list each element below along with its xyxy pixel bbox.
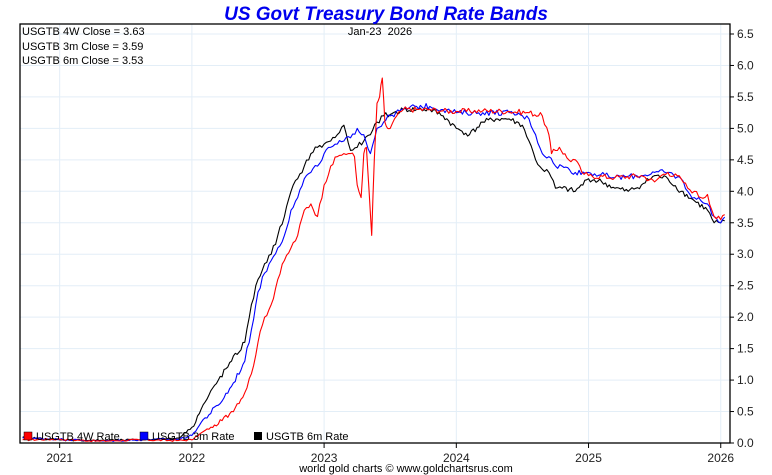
close-6m: USGTB 6m Close = 3.53 xyxy=(22,55,143,67)
chart-title: US Govt Treasury Bond Rate Bands xyxy=(224,4,548,25)
legend-item-6m: USGTB 6m Rate xyxy=(254,431,349,443)
legend-item-3m: USGTB 3m Rate xyxy=(139,431,235,443)
grid xyxy=(20,24,730,443)
y-tick-label: 5.5 xyxy=(737,90,754,104)
y-tick-label: 4.0 xyxy=(737,184,754,198)
legend-swatch-4w xyxy=(23,431,33,441)
date-label: Jan-23 2026 xyxy=(348,26,412,38)
y-tick-label: 1.0 xyxy=(737,373,754,387)
y-tick-label: 1.5 xyxy=(737,342,754,356)
legend-label-6m: USGTB 6m Rate xyxy=(266,431,349,443)
series-lines xyxy=(22,77,726,443)
y-tick-label: 6.0 xyxy=(737,58,754,72)
x-tick-label: 2022 xyxy=(179,451,206,465)
usgtb-6m-rate-line xyxy=(22,107,725,442)
usgtb-3m-rate-line xyxy=(22,103,726,442)
y-tick-label: 2.0 xyxy=(737,310,754,324)
usgtb-4w-rate-line xyxy=(22,77,725,443)
legend: USGTB 4W Rate USGTB 3m Rate USGTB 6m Rat… xyxy=(23,431,349,443)
y-tick-label: 0.0 xyxy=(737,436,754,450)
y-axis: 0.0 0.5 1.0 1.5 2.0 2.5 3.0 3.5 4.0 4.5 5.0 5.5 6.0 6… xyxy=(730,27,754,450)
credit-text: world gold charts © www.goldchartsrus.co… xyxy=(298,463,513,475)
x-tick-label: 2023 xyxy=(311,451,338,465)
legend-swatch-6m xyxy=(254,432,262,440)
close-4w: USGTB 4W Close = 3.63 xyxy=(22,26,145,38)
y-tick-label: 3.0 xyxy=(737,247,754,261)
legend-label-3m: USGTB 3m Rate xyxy=(152,431,235,443)
y-tick-label: 0.5 xyxy=(737,405,754,419)
plot-frame xyxy=(19,23,731,444)
close-3m: USGTB 3m Close = 3.59 xyxy=(22,41,143,53)
y-tick-label: 4.5 xyxy=(737,153,754,167)
x-tick-label: 2021 xyxy=(46,451,73,465)
x-tick-label: 2024 xyxy=(443,451,470,465)
legend-swatch-3m xyxy=(139,431,149,441)
x-axis: 2021 2022 2023 2024 2025 2026 xyxy=(46,443,734,465)
legend-label-4w: USGTB 4W Rate xyxy=(36,431,120,443)
x-tick-label: 2025 xyxy=(575,451,602,465)
y-tick-label: 3.5 xyxy=(737,216,754,230)
x-tick-label: 2026 xyxy=(707,451,734,465)
y-tick-label: 5.0 xyxy=(737,121,754,135)
y-tick-label: 2.5 xyxy=(737,279,754,293)
y-tick-label: 6.5 xyxy=(737,27,754,41)
legend-item-4w: USGTB 4W Rate xyxy=(23,431,120,443)
